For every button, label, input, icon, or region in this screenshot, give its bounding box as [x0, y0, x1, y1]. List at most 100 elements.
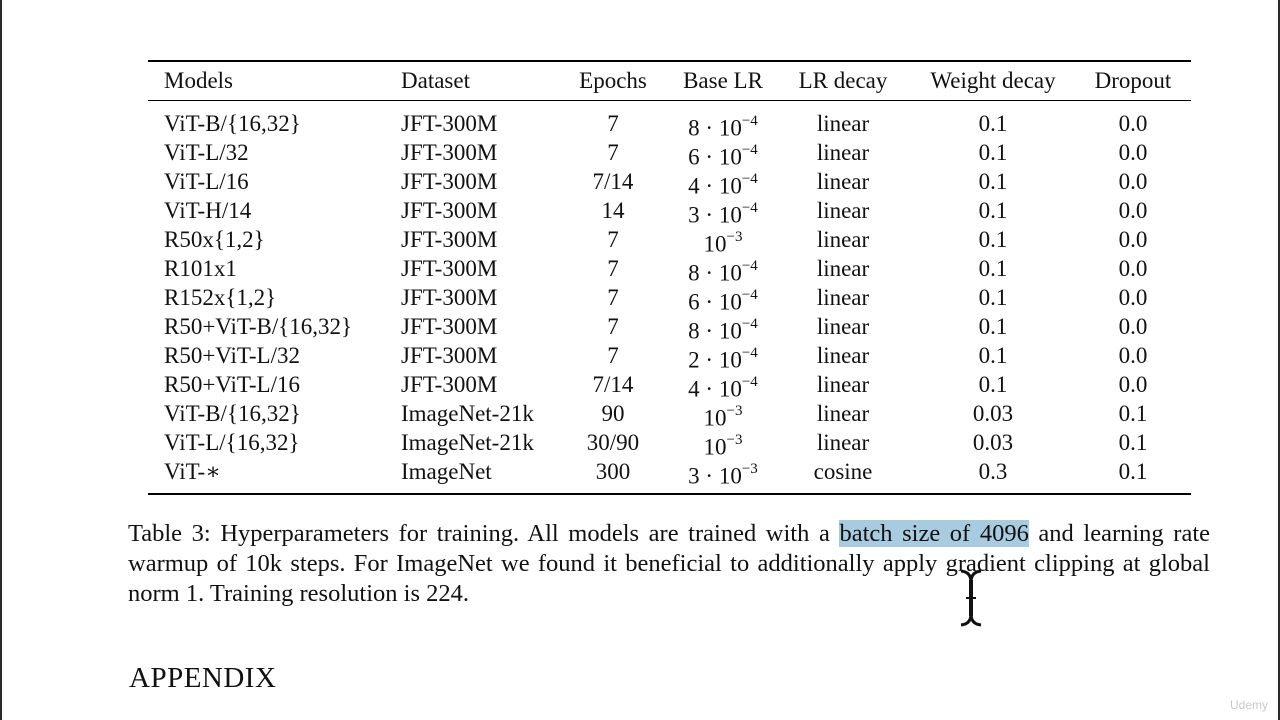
cell-dataset: JFT-300M [401, 140, 498, 165]
base-lr-mantissa: 4 · 10 [688, 173, 742, 199]
table-row: ViT-∗ ImageNet 300 3 · 10−3 cosine 0.3 0.1 [148, 457, 1191, 489]
cell-dropout: 0.0 [1118, 227, 1148, 252]
header-dataset: Dataset [401, 68, 470, 93]
base-lr-exponent: −4 [741, 171, 758, 187]
cell-dropout: 0.0 [1118, 140, 1148, 165]
cell-weight-decay: 0.1 [978, 285, 1008, 310]
cell-dropout: 0.0 [1118, 198, 1148, 223]
cell-epochs: 14 [601, 198, 625, 223]
cell-weight-decay: 0.03 [972, 401, 1014, 426]
cell-dataset: JFT-300M [401, 198, 498, 223]
cell-weight-decay: 0.1 [978, 343, 1008, 368]
base-lr-mantissa: 2 · 10 [688, 347, 742, 373]
base-lr-exponent: −4 [741, 345, 758, 361]
header-models: Models [164, 68, 233, 93]
cell-weight-decay: 0.1 [978, 256, 1008, 281]
cell-base-lr: 4 · 10−4 [668, 167, 778, 201]
cell-model: R50x{1,2} [164, 227, 265, 252]
table-row: R50+ViT-L/16 JFT-300M 7/14 4 · 10−4 linear 0.… [148, 370, 1191, 402]
base-lr-exponent: −4 [741, 113, 758, 129]
cell-epochs: 7 [607, 343, 619, 368]
base-lr-exponent: −4 [741, 374, 758, 390]
cell-epochs: 7 [607, 285, 619, 310]
cell-epochs: 7/14 [592, 169, 634, 194]
cell-dataset: ImageNet [401, 459, 492, 484]
caption-highlight: batch size of 4096 [839, 520, 1029, 547]
cell-base-lr: 6 · 10−4 [668, 138, 778, 172]
table-row: ViT-L/32 JFT-300M 7 6 · 10−4 linear 0.1 0.0 [148, 138, 1191, 170]
table-header-rule [148, 100, 1191, 101]
cell-model: R50+ViT-L/32 [164, 343, 300, 368]
cell-lr-decay: linear [816, 198, 870, 223]
cell-dataset: JFT-300M [401, 285, 498, 310]
cell-epochs: 7 [607, 314, 619, 339]
cell-lr-decay: linear [816, 401, 870, 426]
cell-model: R152x{1,2} [164, 285, 277, 310]
cell-base-lr: 3 · 10−4 [668, 196, 778, 230]
text-cursor-icon [960, 569, 982, 627]
cell-base-lr: 10−3 [668, 225, 778, 259]
cell-weight-decay: 0.1 [978, 314, 1008, 339]
base-lr-mantissa: 8 · 10 [688, 115, 742, 141]
cell-base-lr: 10−3 [668, 399, 778, 433]
cell-weight-decay: 0.3 [978, 459, 1008, 484]
cell-dataset: JFT-300M [401, 227, 498, 252]
base-lr-exponent: −4 [741, 200, 758, 216]
base-lr-mantissa: 3 · 10 [688, 202, 742, 228]
cell-epochs: 7 [607, 256, 619, 281]
cell-weight-decay: 0.03 [972, 430, 1014, 455]
table-header-row: Models Dataset Epochs Base LR LR decay W… [148, 66, 1191, 95]
cell-model: ViT-H/14 [164, 198, 252, 223]
cell-dropout: 0.0 [1118, 256, 1148, 281]
cell-epochs: 7 [607, 111, 619, 136]
base-lr-mantissa: 3 · 10 [688, 463, 742, 489]
cell-lr-decay: linear [816, 430, 870, 455]
base-lr-mantissa: 8 · 10 [688, 260, 742, 286]
cell-base-lr: 8 · 10−4 [668, 254, 778, 288]
cell-dataset: JFT-300M [401, 343, 498, 368]
cell-dropout: 0.0 [1118, 372, 1148, 397]
cell-dataset: JFT-300M [401, 169, 498, 194]
cell-base-lr: 8 · 10−4 [668, 109, 778, 143]
cell-dropout: 0.0 [1118, 343, 1148, 368]
cell-lr-decay: linear [816, 169, 870, 194]
cell-dataset: JFT-300M [401, 372, 498, 397]
cell-lr-decay: linear [816, 111, 870, 136]
header-dropout: Dropout [1094, 68, 1172, 93]
base-lr-exponent: −3 [726, 229, 743, 245]
cell-model: ViT-B/{16,32} [164, 401, 301, 426]
cell-lr-decay: linear [816, 314, 870, 339]
base-lr-exponent: −4 [741, 287, 758, 303]
cell-weight-decay: 0.1 [978, 169, 1008, 194]
cell-weight-decay: 0.1 [978, 227, 1008, 252]
table-row: R50+ViT-B/{16,32} JFT-300M 7 8 · 10−4 linear… [148, 312, 1191, 344]
cell-base-lr: 4 · 10−4 [668, 370, 778, 404]
table-row: R101x1 JFT-300M 7 8 · 10−4 linear 0.1 0.0 [148, 254, 1191, 286]
table-row: R152x{1,2} JFT-300M 7 6 · 10−4 linear 0.1 0.0 [148, 283, 1191, 315]
cell-lr-decay: linear [816, 256, 870, 281]
cell-lr-decay: linear [816, 140, 870, 165]
table-row: ViT-L/16 JFT-300M 7/14 4 · 10−4 linear 0.1 0.0 [148, 167, 1191, 199]
header-weight-decay: Weight decay [930, 68, 1056, 93]
table-row: ViT-B/{16,32} ImageNet-21k 90 10−3 linear 0.0… [148, 399, 1191, 431]
header-lr-decay: LR decay [798, 68, 888, 93]
cell-lr-decay: linear [816, 343, 870, 368]
cell-lr-decay: linear [816, 285, 870, 310]
base-lr-mantissa: 6 · 10 [688, 144, 742, 170]
cell-dataset: JFT-300M [401, 111, 498, 136]
base-lr-mantissa: 10 [703, 231, 727, 257]
cell-dataset: ImageNet-21k [401, 430, 534, 455]
table-row: ViT-H/14 JFT-300M 14 3 · 10−4 linear 0.1 0.0 [148, 196, 1191, 228]
cell-model: R50+ViT-L/16 [164, 372, 300, 397]
left-frame-border [0, 0, 2, 720]
table-bottom-rule [148, 493, 1191, 495]
cell-model: ViT-L/32 [164, 140, 249, 165]
base-lr-mantissa: 10 [703, 405, 727, 431]
header-epochs: Epochs [579, 68, 647, 93]
section-heading: APPENDIX [129, 662, 277, 694]
cell-base-lr: 3 · 10−3 [668, 457, 778, 491]
cell-model: ViT-∗ [164, 459, 221, 484]
cell-dropout: 0.0 [1118, 314, 1148, 339]
base-lr-exponent: −4 [741, 258, 758, 274]
cell-dataset: ImageNet-21k [401, 401, 534, 426]
